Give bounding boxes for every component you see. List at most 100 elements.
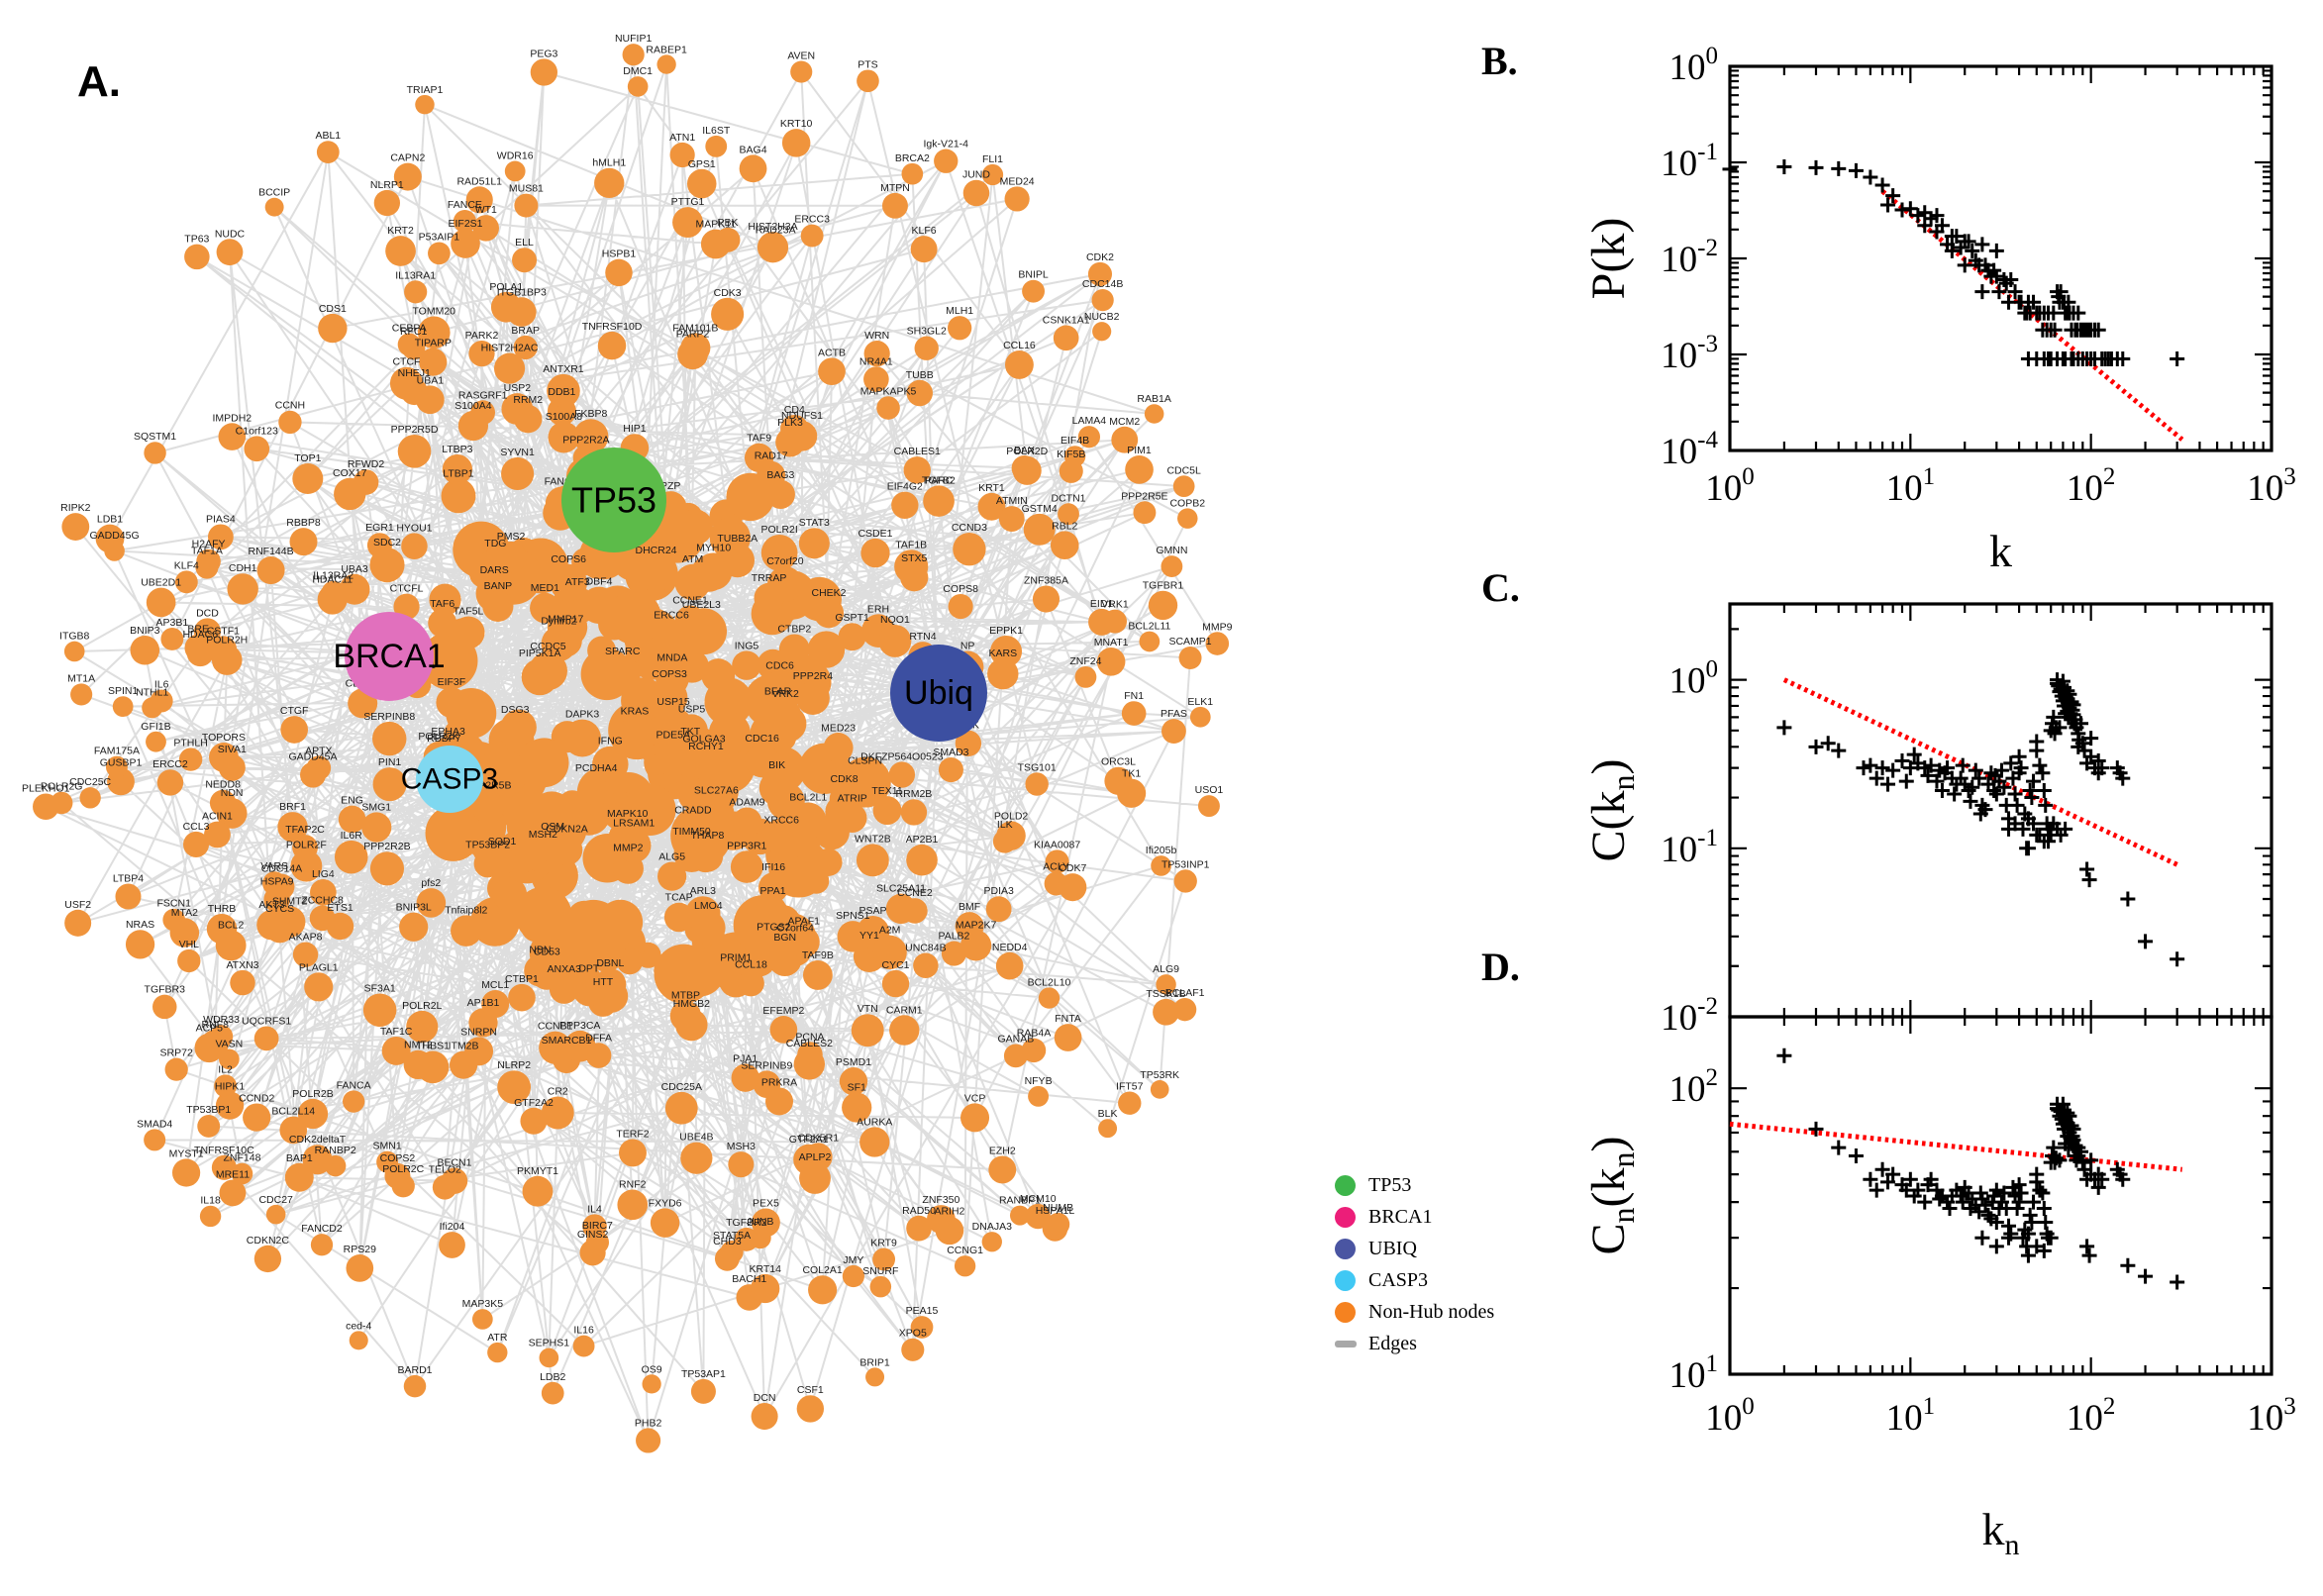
network-node[interactable] bbox=[872, 1247, 896, 1271]
network-node[interactable] bbox=[1011, 454, 1038, 481]
network-node[interactable] bbox=[876, 396, 900, 420]
network-node[interactable] bbox=[475, 748, 527, 799]
network-node[interactable] bbox=[775, 427, 805, 457]
network-node[interactable] bbox=[734, 1227, 758, 1251]
network-node[interactable] bbox=[150, 689, 173, 713]
network-node[interactable] bbox=[1038, 987, 1060, 1009]
network-node[interactable] bbox=[465, 186, 493, 214]
network-node[interactable] bbox=[393, 162, 422, 191]
network-node[interactable] bbox=[265, 1204, 286, 1225]
network-node[interactable] bbox=[962, 179, 990, 207]
network-node[interactable] bbox=[906, 379, 933, 407]
network-node[interactable] bbox=[215, 1091, 245, 1120]
network-node[interactable] bbox=[1025, 772, 1049, 796]
network-node[interactable] bbox=[105, 755, 128, 778]
network-node[interactable] bbox=[79, 787, 101, 809]
network-node[interactable] bbox=[406, 1010, 439, 1044]
network-node[interactable] bbox=[452, 616, 485, 649]
network-node[interactable] bbox=[297, 1098, 329, 1130]
network-node[interactable] bbox=[208, 524, 234, 550]
network-node[interactable] bbox=[415, 94, 435, 115]
network-node[interactable] bbox=[403, 1049, 433, 1080]
network-node[interactable] bbox=[807, 631, 846, 668]
network-node[interactable] bbox=[621, 681, 660, 721]
network-node[interactable] bbox=[1091, 288, 1114, 312]
network-node[interactable] bbox=[219, 1048, 240, 1070]
network-node[interactable] bbox=[838, 623, 866, 651]
network-node[interactable] bbox=[616, 948, 644, 975]
network-node[interactable] bbox=[934, 149, 959, 173]
network-node[interactable] bbox=[164, 1057, 188, 1081]
network-node[interactable] bbox=[906, 1215, 932, 1242]
network-node[interactable] bbox=[385, 236, 416, 266]
network-node[interactable] bbox=[686, 168, 717, 199]
network-node[interactable] bbox=[607, 590, 661, 646]
network-node[interactable] bbox=[289, 528, 318, 556]
network-node[interactable] bbox=[762, 670, 797, 706]
network-node[interactable] bbox=[923, 485, 955, 517]
network-node[interactable] bbox=[521, 658, 558, 696]
network-node[interactable] bbox=[860, 538, 890, 568]
network-node[interactable] bbox=[781, 129, 811, 157]
network-node[interactable] bbox=[685, 896, 721, 932]
network-node[interactable] bbox=[1189, 706, 1211, 728]
network-node[interactable] bbox=[498, 715, 533, 748]
network-node[interactable] bbox=[744, 443, 774, 473]
network-node[interactable] bbox=[318, 313, 348, 344]
network-node[interactable] bbox=[70, 683, 93, 706]
network-node[interactable] bbox=[278, 410, 302, 435]
network-node[interactable] bbox=[1125, 455, 1154, 484]
network-node[interactable] bbox=[859, 1127, 890, 1157]
network-node[interactable] bbox=[818, 357, 846, 386]
network-node[interactable] bbox=[194, 1033, 225, 1063]
network-node[interactable] bbox=[425, 805, 481, 861]
network-node[interactable] bbox=[580, 586, 618, 625]
network-node[interactable] bbox=[800, 224, 824, 248]
network-node[interactable] bbox=[316, 141, 340, 163]
network-node[interactable] bbox=[264, 197, 284, 217]
hub-node-brca1[interactable] bbox=[345, 612, 434, 701]
network-node[interactable] bbox=[1162, 719, 1186, 744]
network-node[interactable] bbox=[1053, 325, 1079, 351]
network-node[interactable] bbox=[889, 1015, 920, 1046]
network-node[interactable] bbox=[580, 545, 616, 579]
network-node[interactable] bbox=[539, 1031, 572, 1064]
network-node[interactable] bbox=[449, 1050, 478, 1079]
network-node[interactable] bbox=[619, 1139, 647, 1167]
network-node[interactable] bbox=[1161, 555, 1183, 577]
network-node[interactable] bbox=[1111, 426, 1139, 453]
network-node[interactable] bbox=[541, 1096, 574, 1130]
network-node[interactable] bbox=[404, 280, 428, 304]
network-node[interactable] bbox=[436, 687, 467, 719]
network-node[interactable] bbox=[471, 1309, 493, 1330]
network-node[interactable] bbox=[865, 1367, 885, 1387]
network-node[interactable] bbox=[218, 753, 246, 781]
network-node[interactable] bbox=[1045, 849, 1069, 874]
network-node[interactable] bbox=[1104, 766, 1133, 795]
network-node[interactable] bbox=[654, 707, 693, 747]
network-node[interactable] bbox=[617, 1189, 649, 1221]
network-node[interactable] bbox=[594, 167, 625, 199]
network-node[interactable] bbox=[243, 1103, 271, 1132]
network-node[interactable] bbox=[732, 807, 762, 838]
network-node[interactable] bbox=[513, 335, 538, 360]
network-node[interactable] bbox=[763, 235, 788, 260]
network-node[interactable] bbox=[417, 316, 451, 349]
network-node[interactable] bbox=[751, 1273, 780, 1304]
network-node[interactable] bbox=[715, 227, 741, 252]
network-node[interactable] bbox=[878, 624, 912, 657]
network-node[interactable] bbox=[199, 1205, 222, 1228]
network-node[interactable] bbox=[372, 721, 407, 756]
network-node[interactable] bbox=[955, 730, 982, 757]
network-node[interactable] bbox=[1028, 1085, 1050, 1107]
network-node[interactable] bbox=[655, 740, 692, 777]
network-node[interactable] bbox=[562, 899, 625, 961]
network-node[interactable] bbox=[515, 886, 572, 944]
network-node[interactable] bbox=[522, 1175, 554, 1207]
network-node[interactable] bbox=[650, 508, 705, 563]
network-node[interactable] bbox=[1205, 632, 1230, 655]
network-node[interactable] bbox=[309, 905, 336, 932]
network-node[interactable] bbox=[686, 744, 722, 780]
network-node[interactable] bbox=[751, 1403, 778, 1431]
network-node[interactable] bbox=[948, 316, 972, 341]
